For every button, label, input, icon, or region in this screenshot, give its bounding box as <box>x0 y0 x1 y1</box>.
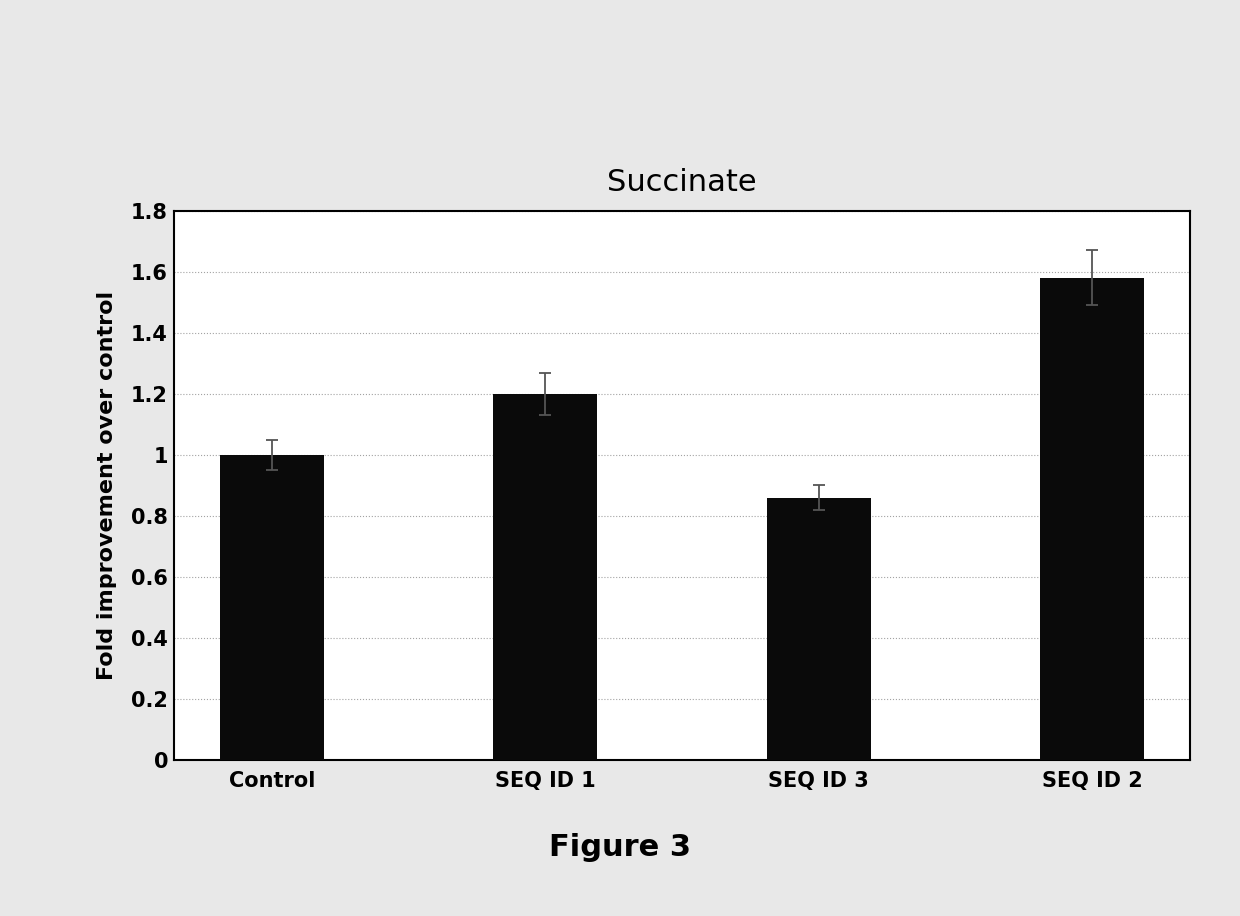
Bar <box>494 394 598 760</box>
Bar <box>219 455 324 760</box>
Bar <box>766 497 870 760</box>
Bar <box>1040 278 1145 760</box>
Text: Figure 3: Figure 3 <box>549 833 691 862</box>
Y-axis label: Fold improvement over control: Fold improvement over control <box>97 291 118 680</box>
Title: Succinate: Succinate <box>608 169 756 197</box>
